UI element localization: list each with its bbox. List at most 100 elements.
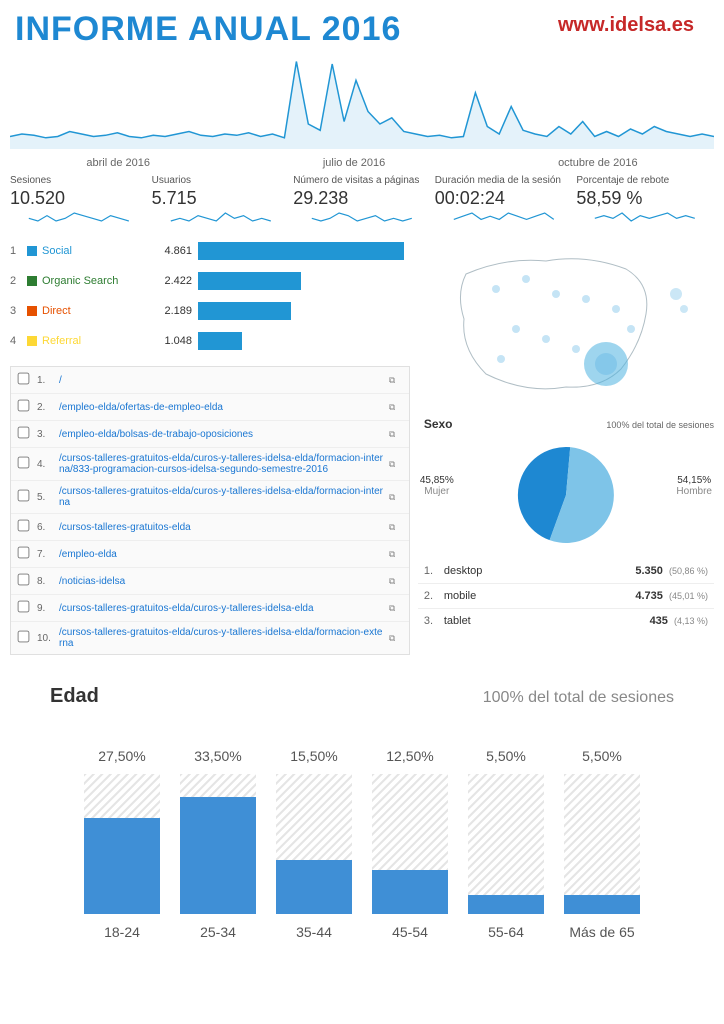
external-link-icon[interactable]: ⧉ <box>389 549 403 560</box>
external-link-icon[interactable]: ⧉ <box>389 576 403 587</box>
top-pages-table: 1./⧉2./empleo-elda/ofertas-de-empleo-eld… <box>10 366 410 655</box>
page-checkbox[interactable] <box>17 630 37 646</box>
age-track <box>468 774 544 914</box>
metric-box: Número de visitas a páginas29.238 <box>293 175 431 232</box>
page-url[interactable]: /cursos-talleres-gratuitos-elda/curos-y-… <box>59 627 389 649</box>
device-name: mobile <box>444 590 636 602</box>
metric-value: 29.238 <box>293 188 431 209</box>
page-rank: 7. <box>37 549 59 560</box>
external-link-icon[interactable]: ⧉ <box>389 522 403 533</box>
metric-label: Porcentaje de rebote <box>576 175 714 186</box>
channel-rank: 1 <box>10 245 24 257</box>
device-pct: (45,01 %) <box>669 591 708 601</box>
age-bar: 27,50%18-24 <box>81 748 163 940</box>
age-label: 45-54 <box>392 924 428 940</box>
channel-bar <box>198 302 291 320</box>
device-value: 435 (4,13 %) <box>650 615 708 627</box>
channel-bar-track <box>198 242 410 260</box>
device-value: 5.350 (50,86 %) <box>635 565 708 577</box>
channel-name: Social <box>42 245 142 257</box>
channel-name: Referral <box>42 335 142 347</box>
page-checkbox[interactable] <box>17 372 37 388</box>
channel-rank: 3 <box>10 305 24 317</box>
metric-box: Duración media de la sesión00:02:24 <box>435 175 573 232</box>
age-bar: 5,50%Más de 65 <box>561 748 643 940</box>
page-url[interactable]: /empleo-elda/bolsas-de-trabajo-oposicion… <box>59 429 389 440</box>
page-checkbox[interactable] <box>17 519 37 535</box>
sparkline <box>152 211 290 229</box>
metric-label: Duración media de la sesión <box>435 175 573 186</box>
age-pct: 15,50% <box>290 748 337 764</box>
channel-row: 1Social4.861 <box>10 236 410 266</box>
age-pct: 5,50% <box>582 748 622 764</box>
page-url[interactable]: /noticias-idelsa <box>59 576 389 587</box>
external-link-icon[interactable]: ⧉ <box>389 603 403 614</box>
page-row: 7./empleo-elda⧉ <box>11 541 409 568</box>
page-url[interactable]: /cursos-talleres-gratuitos-elda/curos-y-… <box>59 603 389 614</box>
page-checkbox[interactable] <box>17 546 37 562</box>
external-link-icon[interactable]: ⧉ <box>389 375 403 386</box>
channel-count: 2.189 <box>142 305 198 317</box>
channel-bar-track <box>198 272 410 290</box>
page-checkbox[interactable] <box>17 573 37 589</box>
channel-swatch <box>27 246 37 256</box>
age-label: 25-34 <box>200 924 236 940</box>
age-bar: 5,50%55-64 <box>465 748 547 940</box>
sparkline <box>10 211 148 229</box>
page-checkbox[interactable] <box>17 426 37 442</box>
x-label: julio de 2016 <box>323 157 385 169</box>
page-row: 2./empleo-elda/ofertas-de-empleo-elda⧉ <box>11 394 409 421</box>
report-header: INFORME ANUAL 2016 www.idelsa.es <box>0 0 724 49</box>
site-url: www.idelsa.es <box>558 14 694 37</box>
channel-row: 2Organic Search2.422 <box>10 266 410 296</box>
page-url[interactable]: /cursos-talleres-gratuitos-elda/curos-y-… <box>59 453 389 475</box>
page-url[interactable]: /empleo-elda <box>59 549 389 560</box>
channel-count: 1.048 <box>142 335 198 347</box>
spain-map <box>418 236 714 411</box>
channels-bar-chart: 1Social4.8612Organic Search2.4223Direct2… <box>10 236 410 356</box>
page-url[interactable]: /empleo-elda/ofertas-de-empleo-elda <box>59 402 389 413</box>
channel-bar-track <box>198 302 410 320</box>
x-label: abril de 2016 <box>86 157 150 169</box>
page-checkbox[interactable] <box>17 456 37 472</box>
channel-swatch <box>27 276 37 286</box>
page-checkbox[interactable] <box>17 489 37 505</box>
age-bar: 15,50% 35-44 <box>273 748 355 940</box>
age-title: Edad <box>50 685 483 708</box>
external-link-icon[interactable]: ⧉ <box>389 633 403 644</box>
external-link-icon[interactable]: ⧉ <box>389 402 403 413</box>
device-name: desktop <box>444 565 636 577</box>
external-link-icon[interactable]: ⧉ <box>389 459 403 470</box>
age-bar: 33,50% 25-34 <box>177 748 259 940</box>
page-checkbox[interactable] <box>17 399 37 415</box>
sparkline <box>576 211 714 229</box>
age-pct: 33,50% <box>194 748 241 764</box>
device-row: 1.desktop5.350 (50,86 %) <box>418 559 714 584</box>
device-row: 2.mobile4.735 (45,01 %) <box>418 584 714 609</box>
page-row: 3./empleo-elda/bolsas-de-trabajo-oposici… <box>11 421 409 448</box>
external-link-icon[interactable]: ⧉ <box>389 492 403 503</box>
age-label: 18-24 <box>104 924 140 940</box>
channel-rank: 2 <box>10 275 24 287</box>
channel-name: Direct <box>42 305 142 317</box>
page-rank: 9. <box>37 603 59 614</box>
page-url[interactable]: /cursos-talleres-gratuitos-elda <box>59 522 389 533</box>
page-rank: 6. <box>37 522 59 533</box>
external-link-icon[interactable]: ⧉ <box>389 429 403 440</box>
gender-subtitle: 100% del total de sesiones <box>606 420 714 430</box>
page-url[interactable]: / <box>59 375 389 386</box>
age-track <box>372 774 448 914</box>
age-track <box>276 774 352 914</box>
age-section: Edad 100% del total de sesiones 27,50%18… <box>0 655 724 960</box>
page-row: 8./noticias-idelsa⧉ <box>11 568 409 595</box>
page-url[interactable]: /cursos-talleres-gratuitos-elda/curos-y-… <box>59 486 389 508</box>
page-checkbox[interactable] <box>17 600 37 616</box>
page-row: 5./cursos-talleres-gratuitos-elda/curos-… <box>11 481 409 514</box>
male-label: 54,15% Hombre <box>676 475 712 497</box>
channel-bar <box>198 242 404 260</box>
age-subtitle: 100% del total de sesiones <box>483 689 674 707</box>
channel-name: Organic Search <box>42 275 142 287</box>
device-row: 3.tablet435 (4,13 %) <box>418 609 714 633</box>
metric-label: Usuarios <box>152 175 290 186</box>
age-label: 35-44 <box>296 924 332 940</box>
